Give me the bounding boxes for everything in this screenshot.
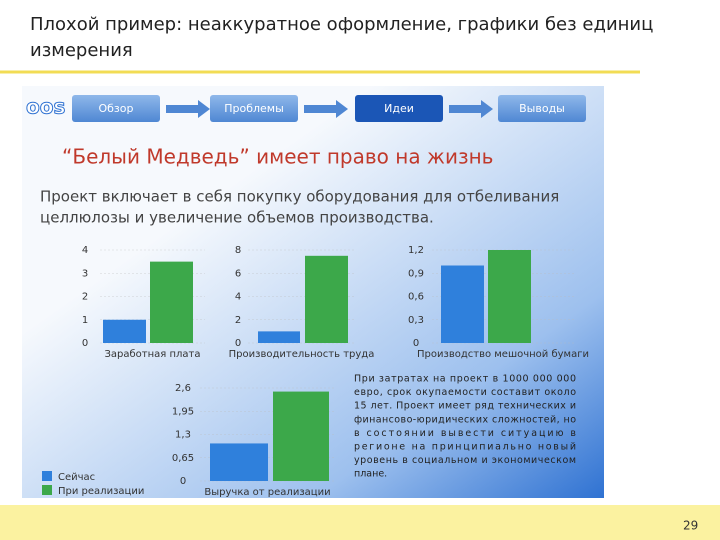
bar [258, 331, 300, 343]
y-tick-label: 3 [82, 268, 88, 279]
legend-label: Сейчас [58, 472, 95, 483]
y-tick-label: 2 [235, 315, 241, 326]
legend-swatch [42, 471, 52, 481]
paragraph: Проект включает в себя покупку оборудова… [40, 188, 559, 206]
y-tick-label: 0 [413, 338, 419, 349]
y-tick-label: 1,2 [408, 245, 424, 256]
y-tick-label: 4 [82, 245, 88, 256]
y-tick-label: 8 [235, 245, 241, 256]
x-axis-label: Производство мешочной бумаги [417, 349, 589, 360]
footer-band [0, 505, 720, 540]
nav-label: Выводы [519, 102, 565, 115]
nav-label: Проблемы [224, 102, 284, 115]
note-text: 15 лет. Проект имеет ряд технических и [354, 401, 576, 412]
y-tick-label: 0,3 [408, 315, 424, 326]
y-tick-label: 4 [235, 292, 241, 303]
paragraph: целлюлозы и увеличение объемов производс… [40, 209, 434, 227]
bar [488, 250, 531, 343]
bar [273, 391, 329, 481]
nav-button [210, 95, 298, 122]
note-text: финансово-юридических сложностей, но [354, 414, 576, 425]
logo: oos [26, 95, 65, 119]
nav-arrow [449, 100, 493, 118]
y-tick-label: 1,95 [172, 406, 194, 417]
page-number: 29 [683, 519, 698, 533]
bar [210, 443, 268, 481]
nav-arrow [166, 100, 210, 118]
y-tick-label: 1 [82, 315, 88, 326]
nav-label: Идеи [384, 102, 414, 115]
page-title: Плохой пример: неаккуратное оформление, … [30, 14, 653, 35]
nav-label: Обзор [98, 102, 133, 115]
bar [150, 261, 193, 343]
page-title: измерения [30, 40, 133, 61]
legend-label: При реализации [58, 486, 144, 497]
x-axis-label: Выручка от реализации [204, 487, 330, 498]
note-text: регионе на принципиально новый [354, 442, 576, 453]
bar [441, 265, 484, 343]
note-text: уровень в социальном и экономическом [354, 455, 576, 466]
x-axis-label: Производительность труда [229, 349, 375, 360]
note-text: При затратах на проект в 1000 000 000 [354, 374, 576, 385]
nav-button [355, 95, 443, 122]
bar [305, 255, 348, 343]
bar [103, 319, 146, 343]
note-text: евро, срок окупаемости составит около [354, 387, 576, 398]
nav-arrow [304, 100, 348, 118]
y-tick-label: 0 [235, 338, 241, 349]
note-text: в состоянии вывести ситуацию в [354, 428, 576, 439]
y-tick-label: 0 [82, 338, 88, 349]
nav-button [72, 95, 160, 122]
y-tick-label: 1,3 [175, 430, 191, 441]
y-tick-label: 0 [180, 476, 186, 487]
y-tick-label: 6 [235, 268, 241, 279]
note-text: плане. [354, 469, 387, 480]
y-tick-label: 0,65 [172, 453, 194, 464]
heading: “Белый Медведь” имеет право на жизнь [62, 145, 493, 169]
legend-swatch [42, 485, 52, 495]
y-tick-label: 2 [82, 292, 88, 303]
y-tick-label: 0,6 [408, 292, 424, 303]
y-tick-label: 0,9 [408, 268, 424, 279]
x-axis-label: Заработная плата [105, 349, 201, 360]
nav-button [498, 95, 586, 122]
y-tick-label: 2,6 [175, 383, 191, 394]
